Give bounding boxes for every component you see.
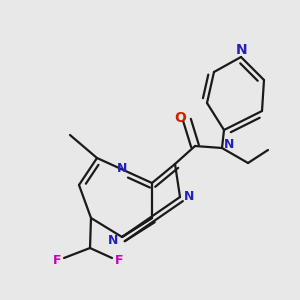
Text: N: N (184, 190, 194, 202)
Text: N: N (117, 161, 127, 175)
Text: N: N (236, 43, 248, 57)
Text: N: N (108, 233, 118, 247)
Text: F: F (53, 254, 61, 268)
Text: F: F (115, 254, 123, 268)
Text: O: O (174, 111, 186, 125)
Text: N: N (224, 139, 234, 152)
